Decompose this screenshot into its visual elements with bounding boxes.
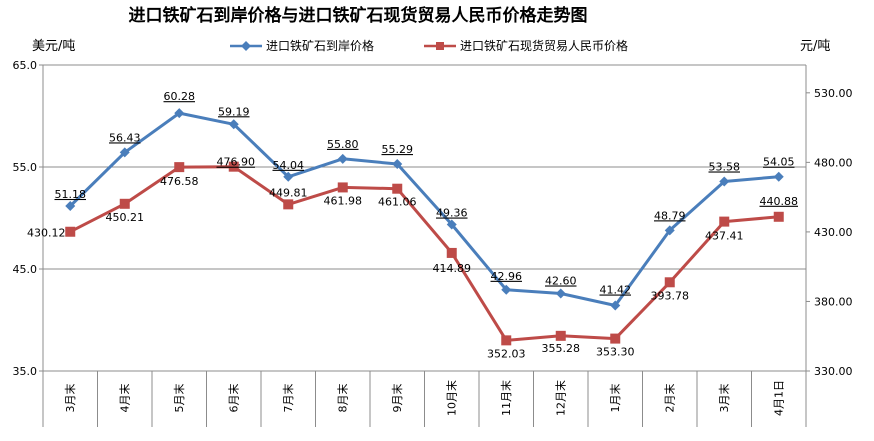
series-2-label-12: 437.41 [705,230,744,243]
series-1-label-2: 60.28 [164,90,196,103]
series-1-point-9 [555,288,566,299]
series-1-point-12 [719,176,730,187]
category-label-6: 9月末 [390,384,404,413]
series-2-label-8: 352.03 [487,347,526,360]
series-1-point-2 [174,108,185,119]
legend-label-series-1: 进口铁矿石到岸价格 [266,38,374,53]
series-1-point-8 [501,284,512,295]
series-2 [65,161,784,346]
legend-marker-series-2 [436,42,444,50]
series-2-label-6: 461.06 [378,196,417,209]
legend-item-series-2: 进口铁矿石现货贸易人民币价格 [424,38,628,53]
category-label-11: 2月末 [662,384,676,413]
left-tick-label-3: 65.0 [13,59,38,72]
left-tick-label-0: 35.0 [13,365,38,378]
series-1-label-8: 42.96 [491,270,523,283]
right-tick-label-1: 380.00 [814,295,853,308]
series-1-point-11 [664,225,675,236]
series-layer [65,108,784,346]
series-2-label-11: 393.78 [651,289,690,302]
series-2-point-6 [392,183,403,194]
right-tick-label-2: 430.00 [814,226,853,239]
series-2-point-9 [555,330,566,341]
category-label-4: 7月末 [281,384,295,413]
series-1-point-0 [65,200,76,211]
series-1-label-0: 51.18 [55,188,87,201]
series-2-point-8 [501,335,512,346]
data-labels: 51.18 56.43 60.28 59.19 54.04 55.80 55.29 49.36… [27,90,798,360]
series-2-point-7 [446,247,457,258]
series-1-label-5: 55.80 [327,138,359,151]
category-label-10: 1月末 [608,384,622,413]
category-label-2: 5月末 [172,384,186,413]
series-2-point-3 [228,161,239,172]
right-axis-unit: 元/吨 [800,39,830,54]
axes: 35.0 45.0 55.0 65.0 330.00 380.00 430.00 480.00… [13,59,853,427]
series-2-label-9: 355.28 [542,342,581,355]
series-1 [65,108,784,311]
series-1-label-6: 55.29 [382,143,414,156]
series-1-label-13: 54.05 [763,156,795,169]
category-label-13: 4月1日 [772,380,785,416]
gridlines [43,64,806,372]
series-1-label-7: 49.36 [436,207,468,220]
series-2-label-1: 450.21 [106,211,145,224]
series-1-label-1: 56.43 [109,131,141,144]
series-1-point-4 [283,171,294,182]
category-label-9: 12月末 [553,380,567,416]
series-2-label-3: 476.90 [217,156,256,169]
series-1-line [69,111,779,307]
series-1-point-7 [446,219,457,230]
series-2-label-0: 430.12 [27,227,66,240]
series-1-point-6 [392,159,403,170]
series-2-point-10 [610,333,621,344]
category-label-1: 4月末 [117,384,131,413]
series-2-point-4 [283,199,294,210]
series-1-label-9: 42.60 [545,274,577,287]
series-1-label-4: 54.04 [273,159,305,172]
category-label-3: 6月末 [226,384,240,413]
series-1-label-3: 59.19 [218,105,250,118]
series-2-label-7: 414.89 [433,262,472,275]
series-1-point-5 [337,153,348,164]
series-2-point-13 [773,211,784,222]
series-2-point-11 [664,277,675,288]
series-2-label-10: 353.30 [596,346,635,359]
right-tick-label-3: 480.00 [814,156,853,169]
series-1-point-13 [773,171,784,182]
right-tick-label-0: 330.00 [814,365,853,378]
left-axis-unit: 美元/吨 [32,39,75,54]
series-1-label-11: 48.79 [654,209,686,222]
left-tick-label-2: 55.0 [13,161,38,174]
series-2-point-5 [337,182,348,193]
series-1-label-10: 41.42 [600,284,632,297]
legend: 进口铁矿石到岸价格 进口铁矿石现货贸易人民币价格 [230,38,628,53]
legend-label-series-2: 进口铁矿石现货贸易人民币价格 [460,38,628,53]
left-tick-label-1: 45.0 [13,263,38,276]
series-2-label-5: 461.98 [324,194,363,207]
category-label-5: 8月末 [335,384,349,413]
legend-marker-series-1 [241,41,251,51]
series-2-point-0 [65,226,76,237]
series-1-point-10 [610,300,621,311]
chart-title: 进口铁矿石到岸价格与进口铁矿石现货贸易人民币价格走势图 [129,5,588,26]
series-1-point-1 [119,147,130,158]
series-2-line [69,165,779,342]
series-2-label-13: 440.88 [760,195,799,208]
series-1-point-3 [228,119,239,130]
series-2-point-2 [174,162,185,173]
series-2-label-4: 449.81 [269,186,308,199]
legend-item-series-1: 进口铁矿石到岸价格 [230,38,374,53]
category-label-12: 3月末 [717,384,731,413]
series-2-label-2: 476.58 [160,175,199,188]
category-label-0: 3月末 [63,384,77,413]
category-label-8: 11月末 [499,380,513,416]
category-label-7: 10月末 [444,380,458,416]
right-tick-label-4: 530.00 [814,87,853,100]
series-1-label-12: 53.58 [709,160,741,173]
series-2-point-1 [119,198,130,209]
series-2-point-12 [719,216,730,227]
